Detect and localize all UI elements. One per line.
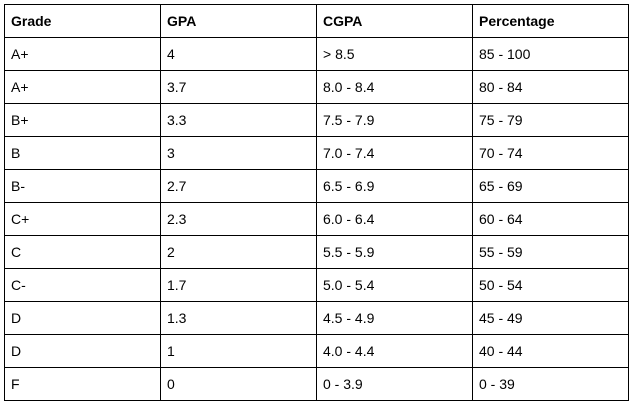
cell-percentage: 65 - 69 — [472, 169, 629, 203]
cell-percentage: 75 - 79 — [472, 103, 629, 137]
grade-table: Grade GPA CGPA Percentage A+ 4 > 8.5 85 … — [4, 4, 629, 401]
table-row: D 1 4.0 - 4.4 40 - 44 — [4, 334, 629, 368]
cell-percentage: 45 - 49 — [472, 301, 629, 335]
cell-percentage: 60 - 64 — [472, 202, 629, 236]
cell-grade: F — [4, 367, 161, 401]
cell-cgpa: 0 - 3.9 — [316, 367, 473, 401]
table-row: B+ 3.3 7.5 - 7.9 75 - 79 — [4, 103, 629, 137]
cell-gpa: 4 — [160, 37, 317, 71]
cell-grade: D — [4, 334, 161, 368]
cell-cgpa: 7.0 - 7.4 — [316, 136, 473, 170]
cell-grade: C+ — [4, 202, 161, 236]
cell-grade: A+ — [4, 37, 161, 71]
cell-gpa: 2.7 — [160, 169, 317, 203]
table-row: C+ 2.3 6.0 - 6.4 60 - 64 — [4, 202, 629, 236]
cell-percentage: 85 - 100 — [472, 37, 629, 71]
table-row: C 2 5.5 - 5.9 55 - 59 — [4, 235, 629, 269]
cell-cgpa: 5.5 - 5.9 — [316, 235, 473, 269]
cell-grade: C — [4, 235, 161, 269]
cell-gpa: 3.7 — [160, 70, 317, 104]
table-header-row: Grade GPA CGPA Percentage — [4, 4, 629, 38]
table-row: A+ 3.7 8.0 - 8.4 80 - 84 — [4, 70, 629, 104]
header-percentage: Percentage — [472, 4, 629, 38]
table-row: B- 2.7 6.5 - 6.9 65 - 69 — [4, 169, 629, 203]
header-gpa: GPA — [160, 4, 317, 38]
cell-cgpa: 7.5 - 7.9 — [316, 103, 473, 137]
cell-grade: A+ — [4, 70, 161, 104]
cell-percentage: 0 - 39 — [472, 367, 629, 401]
cell-cgpa: 5.0 - 5.4 — [316, 268, 473, 302]
cell-cgpa: 4.0 - 4.4 — [316, 334, 473, 368]
cell-grade: C- — [4, 268, 161, 302]
cell-gpa: 0 — [160, 367, 317, 401]
table-row: F 0 0 - 3.9 0 - 39 — [4, 367, 629, 401]
cell-percentage: 55 - 59 — [472, 235, 629, 269]
cell-grade: B — [4, 136, 161, 170]
cell-grade: B+ — [4, 103, 161, 137]
header-cgpa: CGPA — [316, 4, 473, 38]
cell-gpa: 2.3 — [160, 202, 317, 236]
cell-gpa: 3 — [160, 136, 317, 170]
cell-cgpa: 6.0 - 6.4 — [316, 202, 473, 236]
cell-gpa: 1.7 — [160, 268, 317, 302]
cell-percentage: 40 - 44 — [472, 334, 629, 368]
table-row: B 3 7.0 - 7.4 70 - 74 — [4, 136, 629, 170]
cell-gpa: 2 — [160, 235, 317, 269]
cell-cgpa: > 8.5 — [316, 37, 473, 71]
table-row: C- 1.7 5.0 - 5.4 50 - 54 — [4, 268, 629, 302]
cell-cgpa: 8.0 - 8.4 — [316, 70, 473, 104]
table-row: A+ 4 > 8.5 85 - 100 — [4, 37, 629, 71]
cell-gpa: 1 — [160, 334, 317, 368]
header-grade: Grade — [4, 4, 161, 38]
table-row: D 1.3 4.5 - 4.9 45 - 49 — [4, 301, 629, 335]
cell-grade: B- — [4, 169, 161, 203]
cell-percentage: 50 - 54 — [472, 268, 629, 302]
cell-cgpa: 6.5 - 6.9 — [316, 169, 473, 203]
cell-gpa: 3.3 — [160, 103, 317, 137]
cell-grade: D — [4, 301, 161, 335]
cell-gpa: 1.3 — [160, 301, 317, 335]
cell-cgpa: 4.5 - 4.9 — [316, 301, 473, 335]
cell-percentage: 80 - 84 — [472, 70, 629, 104]
cell-percentage: 70 - 74 — [472, 136, 629, 170]
